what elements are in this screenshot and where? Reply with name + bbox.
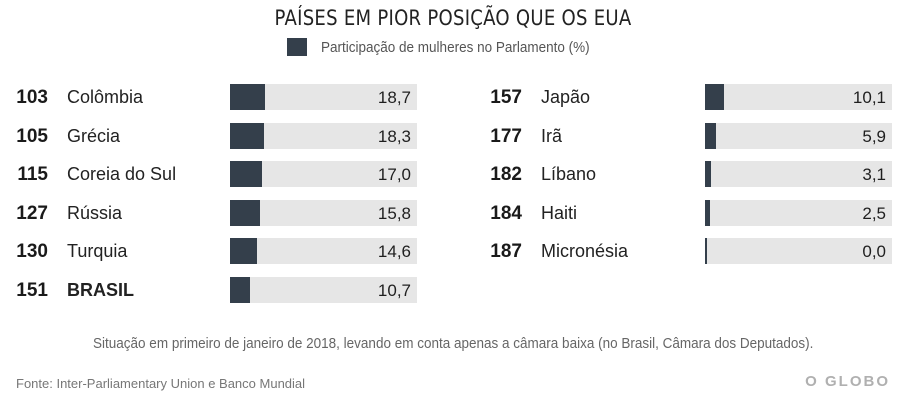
bar-track: 10,1 <box>705 84 892 110</box>
country-label: Haiti <box>541 202 578 223</box>
rank-label: 157 <box>490 87 522 108</box>
value-label: 14,6 <box>377 242 411 261</box>
bar-track: 5,9 <box>705 122 892 149</box>
chart-title: PAÍSES EM PIOR POSIÇÃO QUE OS EUA <box>274 6 632 30</box>
bar <box>705 161 711 187</box>
rank-label: 130 <box>16 241 48 262</box>
bar <box>230 238 258 264</box>
country-label: Rússia <box>67 202 123 223</box>
footnote: Situação em primeiro de janeiro de 2018,… <box>92 335 814 352</box>
bar-track: 3,1 <box>705 161 892 187</box>
country-label: Irã <box>541 125 563 146</box>
country-label: Grécia <box>67 125 121 146</box>
bar <box>230 276 250 303</box>
rank-label: 105 <box>16 125 48 147</box>
source-text: Fonte: Inter-Parliamentary Union e Banco… <box>16 376 306 391</box>
rank-label: 187 <box>490 241 522 262</box>
bar-track: 10,7 <box>230 276 417 303</box>
bar <box>705 122 717 149</box>
bar <box>230 122 265 149</box>
bar-track: 14,6 <box>230 238 417 264</box>
rank-label: 177 <box>490 125 522 147</box>
value-label: 18,3 <box>377 126 411 146</box>
country-label: Líbano <box>541 164 597 184</box>
bar-track: 2,5 <box>705 199 892 226</box>
rank-label: 182 <box>490 164 522 185</box>
value-label: 18,7 <box>377 88 411 107</box>
country-label: Japão <box>541 87 591 107</box>
legend-label: Participação de mulheres no Parlamento (… <box>320 38 590 56</box>
country-label: Coreia do Sul <box>67 164 177 184</box>
value-label: 3,1 <box>862 165 886 184</box>
country-label: Turquia <box>67 241 128 261</box>
value-label: 5,9 <box>862 126 886 146</box>
rank-label: 127 <box>16 202 48 224</box>
country-label: Colômbia <box>67 87 144 107</box>
bar-track: 18,7 <box>230 84 417 110</box>
rank-label: 115 <box>17 164 48 185</box>
bar-track: 0,0 <box>705 238 892 264</box>
bar <box>230 161 262 187</box>
legend-swatch <box>286 38 307 56</box>
value-label: 15,8 <box>377 203 411 223</box>
country-label: BRASIL <box>67 279 134 300</box>
value-label: 2,5 <box>862 203 886 223</box>
value-label: 17,0 <box>377 165 411 184</box>
o-globo-logo: O GLOBO <box>805 373 890 390</box>
rank-label: 103 <box>16 87 48 108</box>
bar <box>705 238 707 264</box>
rank-label: 184 <box>490 202 522 224</box>
value-label: 10,7 <box>377 280 411 300</box>
bar-track: 18,3 <box>230 122 417 149</box>
bar <box>705 199 710 226</box>
bar-track: 17,0 <box>230 161 417 187</box>
legend: Participação de mulheres no Parlamento (… <box>0 38 906 56</box>
country-label: Micronésia <box>541 241 629 261</box>
bar <box>705 84 724 110</box>
rank-label: 151 <box>16 279 48 301</box>
bar <box>230 84 265 110</box>
value-label: 10,1 <box>852 88 886 107</box>
bar-track: 15,8 <box>230 199 417 226</box>
value-label: 0,0 <box>862 242 886 261</box>
bar <box>230 199 260 226</box>
